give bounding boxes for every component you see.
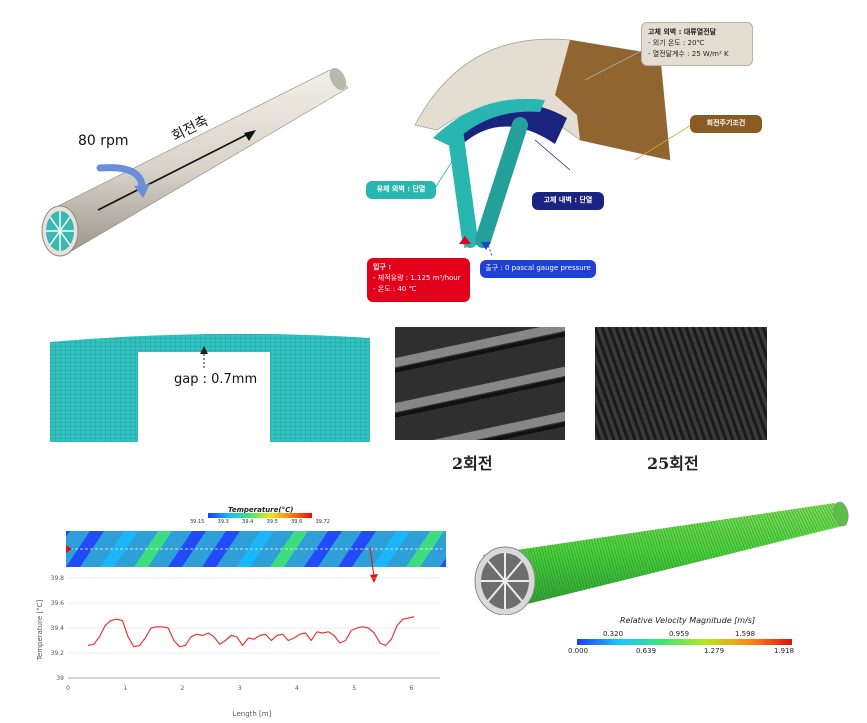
outlet-pipe bbox=[483, 125, 520, 240]
outlet-callout: 출구 : 0 pascal gauge pressure bbox=[480, 260, 596, 278]
solid-outer-wall-callout: 고체 외벽 : 대류열전달 - 외기 온도 : 20℃ - 열전달계수 : 25… bbox=[641, 22, 753, 66]
y-tick-label: 39.8 bbox=[51, 575, 65, 582]
temperature-colorbar-ticks: 39.15 39.3 39.4 39.5 39.6 39.72 bbox=[190, 519, 330, 527]
inlet-callout: 입구 : - 체적유량 : 1.125 m³/hour - 온도 : 40 ℃ bbox=[367, 258, 470, 302]
solid-outer-title: 고체 외벽 : 대류열전달 bbox=[648, 27, 746, 38]
x-tick-label: 6 bbox=[409, 685, 413, 692]
y-tick-label: 39.4 bbox=[51, 625, 65, 632]
velocity-colorbar-title: Relative Velocity Magnitude [m/s] bbox=[620, 616, 755, 625]
two-turn-image bbox=[395, 327, 565, 440]
x-tick-label: 0 bbox=[66, 685, 70, 692]
temperature-contour-strip bbox=[66, 531, 446, 567]
temperature-line-chart: Temperature [°C] Length [m] 39 39.2 39.4 39… bbox=[30, 570, 450, 720]
pipe-spokes bbox=[46, 211, 74, 251]
solid-inner-callout: 고체 내벽 : 단열 bbox=[532, 192, 604, 210]
x-tick-label: 2 bbox=[181, 685, 185, 692]
velocity-colorbar-ticks-top: 0.320 0.959 1.598 bbox=[603, 630, 795, 638]
fluid-wall-callout: 유체 외벽 : 단열 bbox=[366, 181, 436, 199]
gap-label: gap : 0.7mm bbox=[174, 372, 257, 387]
rpm-label: 80 rpm bbox=[78, 133, 129, 149]
temperature-tick: 39.4 bbox=[242, 519, 253, 527]
temperature-tick: 39.5 bbox=[267, 519, 278, 527]
velocity-tick-bottom: 0.000 bbox=[568, 647, 588, 655]
inlet-line1: - 체적유량 : 1.125 m³/hour bbox=[373, 273, 464, 284]
fluid-wall-leader bbox=[435, 160, 453, 188]
x-tick-label: 1 bbox=[123, 685, 127, 692]
mesh-left-block bbox=[50, 350, 138, 442]
x-tick-label: 3 bbox=[238, 685, 242, 692]
pipe-body bbox=[50, 70, 348, 252]
mesh-right-block bbox=[270, 348, 370, 442]
temperature-colorbar bbox=[208, 513, 312, 518]
two-turn-caption: 2회전 bbox=[452, 450, 493, 474]
twenty-five-turn-caption: 25회전 bbox=[647, 450, 699, 474]
rotating-pipe-illustration bbox=[30, 60, 360, 280]
velocity-pipe-illustration bbox=[465, 495, 855, 615]
velocity-tick-top: 1.598 bbox=[735, 630, 755, 638]
velocity-tick-bottom: 1.918 bbox=[774, 647, 794, 655]
velocity-tick-top: 0.959 bbox=[669, 630, 689, 638]
solid-outer-line2: - 열전달계수 : 25 W/m² K bbox=[648, 49, 746, 60]
y-tick-label: 39 bbox=[56, 675, 64, 682]
velocity-tick-top: 0.320 bbox=[603, 630, 623, 638]
chart-x-axis-label: Length [m] bbox=[233, 710, 272, 718]
chart-y-axis-label: Temperature [°C] bbox=[36, 600, 44, 662]
twenty-five-turn-image bbox=[595, 327, 767, 440]
y-tick-label: 39.6 bbox=[51, 600, 65, 607]
temperature-tick: 39.3 bbox=[218, 519, 229, 527]
inlet-pipe bbox=[455, 130, 470, 240]
temperature-tick: 39.15 bbox=[190, 519, 204, 527]
y-tick-label: 39.2 bbox=[51, 650, 65, 657]
velocity-colorbar-ticks-bottom: 0.000 0.639 1.279 1.918 bbox=[568, 647, 808, 655]
gap-region bbox=[138, 352, 270, 444]
inlet-title: 입구 : bbox=[373, 262, 464, 273]
x-tick-label: 4 bbox=[295, 685, 299, 692]
velocity-tick-bottom: 1.279 bbox=[704, 647, 724, 655]
x-tick-label: 5 bbox=[352, 685, 356, 692]
mesh-gap-illustration bbox=[50, 330, 370, 445]
velocity-pipe-spokes bbox=[481, 553, 529, 609]
temperature-series-line bbox=[88, 617, 414, 647]
periodic-callout: 회전주기조건 bbox=[690, 115, 762, 133]
inlet-line2: - 온도 : 40 ℃ bbox=[373, 284, 464, 295]
temperature-tick: 39.72 bbox=[316, 519, 330, 527]
temperature-tick: 39.6 bbox=[291, 519, 302, 527]
velocity-tick-bottom: 0.639 bbox=[636, 647, 656, 655]
solid-inner-leader bbox=[535, 140, 570, 170]
velocity-colorbar bbox=[577, 639, 792, 645]
solid-outer-line1: - 외기 온도 : 20℃ bbox=[648, 38, 746, 49]
